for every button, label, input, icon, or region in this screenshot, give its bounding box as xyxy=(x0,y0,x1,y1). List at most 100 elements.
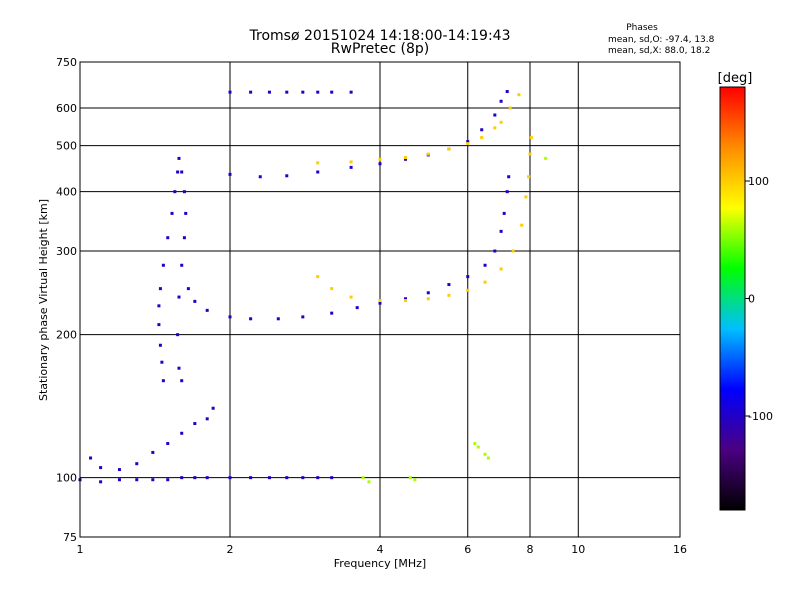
data-point xyxy=(301,90,305,94)
data-point xyxy=(378,301,382,305)
data-point xyxy=(177,156,181,160)
data-point xyxy=(483,263,487,267)
data-point xyxy=(285,174,289,178)
data-point xyxy=(483,280,487,284)
data-point xyxy=(447,283,451,287)
data-point xyxy=(330,90,334,94)
data-point xyxy=(211,406,215,410)
data-point xyxy=(508,106,512,110)
data-point xyxy=(507,175,511,179)
data-point xyxy=(258,175,262,179)
data-point xyxy=(505,90,509,94)
data-point xyxy=(170,211,174,215)
data-point xyxy=(527,175,531,179)
data-point xyxy=(466,140,470,144)
data-point xyxy=(193,299,197,303)
phase-stats-o: mean, sd,O: -97.4, 13.8 xyxy=(608,35,715,45)
x-tick-label: 6 xyxy=(464,543,471,556)
data-point xyxy=(316,275,320,279)
data-point xyxy=(473,442,477,446)
data-point xyxy=(166,478,170,482)
plot-frame xyxy=(79,61,681,538)
x-tick-label: 16 xyxy=(673,543,687,556)
data-point xyxy=(361,476,365,480)
data-point xyxy=(502,211,506,215)
data-point xyxy=(349,90,353,94)
data-point xyxy=(480,136,484,140)
data-point xyxy=(158,287,162,291)
data-point xyxy=(99,480,103,484)
y-tick-label: 75 xyxy=(63,531,77,544)
data-point xyxy=(177,295,181,299)
data-point xyxy=(161,379,165,383)
data-points xyxy=(78,90,548,484)
data-point xyxy=(161,263,165,267)
data-point xyxy=(426,152,430,156)
data-point xyxy=(99,466,103,470)
data-point xyxy=(486,456,490,460)
data-point xyxy=(403,297,407,301)
data-point xyxy=(151,450,155,454)
data-point xyxy=(173,190,177,194)
x-tick-label: 4 xyxy=(377,543,384,556)
data-point xyxy=(180,476,184,480)
colorbar xyxy=(719,86,746,511)
chart-title: Tromsø 20151024 14:18:00-14:19:43 xyxy=(249,28,511,44)
data-point xyxy=(499,120,503,124)
data-point xyxy=(493,126,497,130)
y-tick-label: 600 xyxy=(56,102,77,115)
data-point xyxy=(403,157,407,161)
data-point xyxy=(205,308,209,312)
data-point xyxy=(160,360,164,364)
data-point xyxy=(447,147,451,151)
data-point xyxy=(184,211,188,215)
data-point xyxy=(228,476,232,480)
data-point xyxy=(249,476,253,480)
data-point xyxy=(499,267,503,271)
data-point xyxy=(316,170,320,174)
x-tick-label: 2 xyxy=(227,543,234,556)
data-point xyxy=(403,299,407,303)
data-point xyxy=(135,462,139,466)
plot-grid xyxy=(80,62,680,537)
data-point xyxy=(367,480,371,484)
data-point xyxy=(413,478,417,482)
data-point xyxy=(151,478,155,482)
chart-subtitle: RwPretec (8p) xyxy=(331,41,429,57)
data-point xyxy=(176,333,180,337)
data-point xyxy=(511,249,515,253)
data-point xyxy=(180,379,184,383)
data-point xyxy=(228,90,232,94)
data-point xyxy=(193,422,197,426)
data-point xyxy=(117,478,121,482)
x-tick-label: 8 xyxy=(527,543,534,556)
data-point xyxy=(158,343,162,347)
data-point xyxy=(180,263,184,267)
data-point xyxy=(520,223,524,227)
x-tick-label: 1 xyxy=(77,543,84,556)
data-point xyxy=(499,99,503,103)
data-point xyxy=(166,442,170,446)
y-tick-label: 750 xyxy=(56,56,77,69)
data-point xyxy=(301,476,305,480)
y-tick-label: 200 xyxy=(56,329,77,342)
colorbar-ticks: 100 0 -100 xyxy=(745,175,773,423)
data-point xyxy=(180,170,184,174)
data-point xyxy=(176,170,180,174)
data-point xyxy=(205,417,209,421)
data-point xyxy=(166,236,170,240)
data-point xyxy=(316,161,320,165)
data-point xyxy=(330,476,334,480)
x-axis-ticks: 1 2 4 6 8 10 16 xyxy=(77,543,688,556)
y-axis-label: Stationary phase Virtual Height [km] xyxy=(37,199,50,401)
data-point xyxy=(528,152,532,156)
data-point xyxy=(249,317,253,321)
data-point xyxy=(447,293,451,297)
data-point xyxy=(228,172,232,176)
colorbar-label: [deg] xyxy=(718,71,753,86)
data-point xyxy=(349,160,353,164)
data-point xyxy=(177,366,181,370)
data-point xyxy=(249,90,253,94)
data-point xyxy=(403,156,407,160)
